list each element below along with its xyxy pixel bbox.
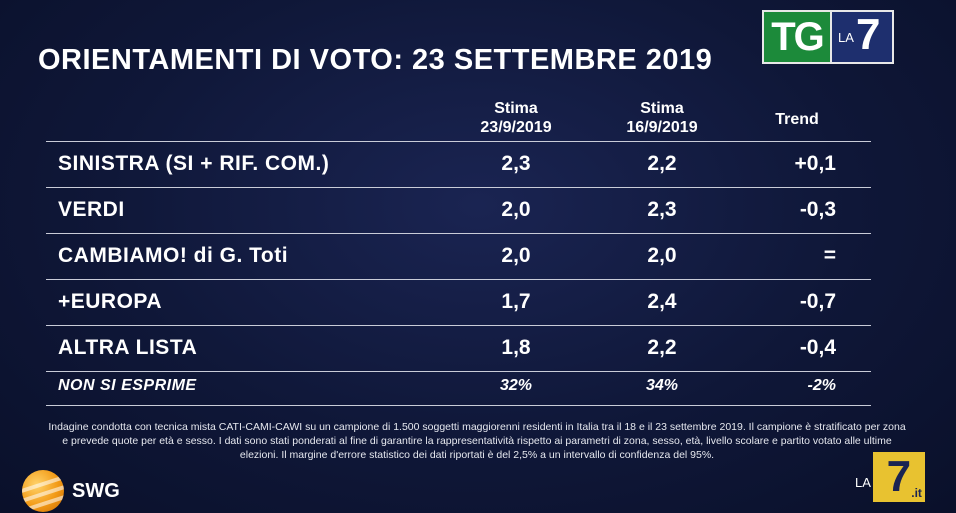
la7-it-logo-seven: 7 [886, 452, 912, 501]
row-value-current: 1,7 [501, 290, 531, 313]
la7-logo-box: LA 7 [832, 10, 894, 64]
row-trend: -2% [807, 377, 836, 394]
row-trend: -0,3 [799, 198, 836, 221]
column-header-line: 23/9/2019 [480, 119, 552, 136]
column-header-line: Stima [494, 100, 538, 117]
table-row: NON SI ESPRIME 32% 34% -2% [46, 371, 871, 402]
table-row: VERDI 2,0 2,3 -0,3 [46, 187, 871, 232]
la7-it-logo-suffix: .it [911, 486, 922, 500]
la7-it-logo: LA 7 .it [855, 452, 925, 502]
table-row: CAMBIAMO! di G. Toti 2,0 2,0 = [46, 233, 871, 278]
column-header-stima-16: Stima 16/9/2019 [622, 99, 702, 137]
row-value-previous: 2,4 [647, 290, 677, 313]
row-label: VERDI [58, 198, 125, 221]
row-trend: +0,1 [794, 152, 836, 175]
swg-logo-text: SWG [72, 479, 120, 502]
row-value-previous: 2,2 [647, 152, 677, 175]
row-label: NON SI ESPRIME [58, 377, 197, 394]
row-label: CAMBIAMO! di G. Toti [58, 244, 289, 267]
row-value-current: 32% [499, 377, 533, 394]
table-row: SINISTRA (SI + RIF. COM.) 2,3 2,2 +0,1 [46, 141, 871, 186]
row-value-current: 2,3 [501, 152, 531, 175]
row-value-previous: 2,3 [647, 198, 677, 221]
column-header-stima-23: Stima 23/9/2019 [476, 99, 556, 137]
column-header-trend: Trend [775, 111, 819, 128]
row-label: ALTRA LISTA [58, 336, 198, 359]
row-trend: -0,4 [799, 336, 836, 359]
table-bottom-divider [46, 405, 871, 406]
table-row: +EUROPA 1,7 2,4 -0,7 [46, 279, 871, 324]
row-label: SINISTRA (SI + RIF. COM.) [58, 152, 330, 175]
la7-logo-seven: 7 [856, 10, 881, 59]
column-header-line: Stima [640, 100, 684, 117]
page-title: ORIENTAMENTI DI VOTO: 23 SETTEMBRE 2019 [38, 44, 713, 76]
la7-logo-la: LA [838, 30, 854, 45]
row-value-previous: 34% [645, 377, 679, 394]
column-header-line: 16/9/2019 [626, 119, 698, 136]
row-value-previous: 2,2 [647, 336, 677, 359]
la7-it-logo-box: 7 .it [872, 452, 925, 502]
la7-it-logo-la: LA [855, 475, 871, 490]
row-value-current: 1,8 [501, 336, 531, 359]
methodology-footnote: Indagine condotta con tecnica mista CATI… [48, 421, 906, 461]
row-value-current: 2,0 [501, 198, 531, 221]
tg-la7-logo: TG LA 7 [762, 10, 894, 64]
row-trend: -0,7 [799, 290, 836, 313]
row-label: +EUROPA [58, 290, 163, 313]
swg-logo: SWG [22, 470, 120, 512]
globe-icon [22, 470, 64, 512]
row-trend: = [823, 244, 836, 267]
row-value-previous: 2,0 [647, 244, 677, 267]
row-value-current: 2,0 [501, 244, 531, 267]
table-row: ALTRA LISTA 1,8 2,2 -0,4 [46, 325, 871, 370]
tg-logo-text: TG [762, 10, 832, 64]
